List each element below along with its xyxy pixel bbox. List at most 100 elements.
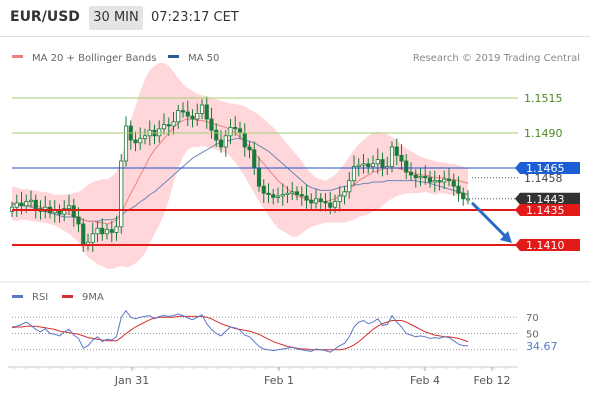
candle-body: [446, 178, 452, 181]
candle-body: [366, 163, 371, 168]
instrument-pair[interactable]: EUR/USD: [10, 9, 80, 25]
candle-body: [285, 192, 290, 195]
candle-body: [199, 104, 205, 114]
candle-body: [247, 146, 252, 151]
legend-swatch-ma20: [12, 55, 23, 58]
candle-body: [375, 159, 380, 165]
candle-body: [242, 132, 247, 148]
candle-body: [233, 127, 238, 130]
forecast-arrow-head: [500, 231, 512, 243]
candle-body: [408, 171, 414, 176]
candle-body: [76, 216, 81, 225]
candle-body: [337, 195, 342, 202]
candle-body: [142, 135, 148, 140]
rsi-tick-70: 70: [526, 313, 539, 324]
candle-body: [261, 185, 266, 194]
candle-body: [185, 111, 190, 117]
candle-body: [442, 178, 447, 183]
candle-body: [190, 115, 195, 120]
legend-label-rsi-ma: 9MA: [82, 292, 104, 303]
candle-body: [180, 110, 186, 113]
candle-body: [323, 201, 328, 204]
candle-body: [404, 160, 409, 173]
candle-body: [394, 146, 399, 156]
candle-body: [342, 191, 347, 197]
candle-body: [71, 205, 76, 218]
candle-body: [218, 139, 224, 148]
candle-body: [423, 175, 428, 179]
forecast-arrow-shaft: [470, 201, 509, 240]
candle-body: [176, 110, 181, 123]
candle-body: [62, 208, 67, 215]
legend-swatch-ma50: [168, 55, 179, 58]
rsi-last-value: 34.67: [526, 340, 558, 353]
candle-body: [171, 121, 176, 127]
candle-body: [228, 127, 233, 137]
main-plot: [9, 63, 471, 269]
candle-body: [318, 198, 323, 203]
rsi-tick-50: 50: [526, 330, 539, 341]
candle-body: [427, 177, 433, 183]
header-bar: EUR/USD 30 MIN 07:23:17 CET: [0, 0, 590, 36]
candle-body: [90, 233, 95, 243]
candle-body: [100, 227, 105, 235]
candle-body: [399, 154, 404, 162]
level-tag-support-6: 1.1410: [515, 239, 580, 252]
timeframe-selector[interactable]: 30 MIN: [89, 6, 143, 30]
level-tag-current-4: 1.1443: [515, 192, 580, 206]
x-axis-ticks: Jan 31 Feb 1 Feb 4 Feb 12: [13, 367, 510, 387]
candle-body: [133, 139, 138, 144]
legend-label-rsi: RSI: [32, 292, 48, 303]
level-tag-label: 1.1410: [526, 239, 565, 252]
candle-body: [195, 113, 200, 120]
candle-body: [19, 202, 24, 207]
rsi-line: [11, 309, 468, 353]
candle-body: [104, 229, 110, 235]
level-tag-bg: [515, 192, 580, 205]
candle-body: [437, 180, 442, 183]
level-label-resistance: 1.1490: [524, 127, 563, 140]
candle-body: [223, 135, 228, 148]
candle-body: [304, 195, 309, 201]
credit-text: Research © 2019 Trading Central: [413, 53, 580, 64]
rsi-ma-line: [11, 315, 469, 351]
level-tag-label: 1.1435: [526, 204, 565, 217]
candle-body: [332, 201, 338, 208]
legend-label-ma20: MA 20 + Bollinger Bands: [32, 53, 156, 64]
candle-body: [209, 118, 214, 131]
candle-body: [81, 223, 86, 246]
x-tick-label: Jan 31: [114, 374, 149, 387]
candle-body: [418, 175, 423, 179]
level-tag-support-5: 1.1435: [515, 204, 580, 217]
candle-body: [237, 128, 243, 134]
level-tag-bg: [515, 162, 580, 174]
legend-swatch-rsi-ma: [62, 295, 73, 298]
x-tick-label: Feb 1: [264, 374, 294, 387]
candle-body: [347, 180, 352, 193]
candle-body: [14, 202, 19, 208]
candle-body: [157, 128, 162, 137]
legend-swatch-rsi: [12, 295, 23, 298]
candle-body: [204, 104, 209, 120]
level-tag-label: 1.1465: [526, 162, 565, 175]
level-label-last-high: 1.1458: [524, 172, 563, 185]
candle-body: [465, 198, 471, 201]
candle-body: [361, 163, 366, 166]
bollinger-band: [12, 63, 468, 269]
candle-body: [294, 191, 300, 196]
candle-body: [290, 191, 295, 194]
clock: 07:23:17 CET: [151, 10, 239, 25]
candle-body: [309, 199, 314, 204]
candle-body: [123, 125, 129, 162]
candle-body: [389, 146, 395, 168]
level-tag-pivot-2: 1.1465: [515, 162, 580, 175]
candle-body: [380, 159, 385, 169]
candle-body: [114, 226, 119, 233]
candle-body: [161, 124, 167, 130]
candle-body: [138, 138, 143, 144]
candle-body: [299, 194, 304, 197]
candle-body: [66, 205, 72, 210]
